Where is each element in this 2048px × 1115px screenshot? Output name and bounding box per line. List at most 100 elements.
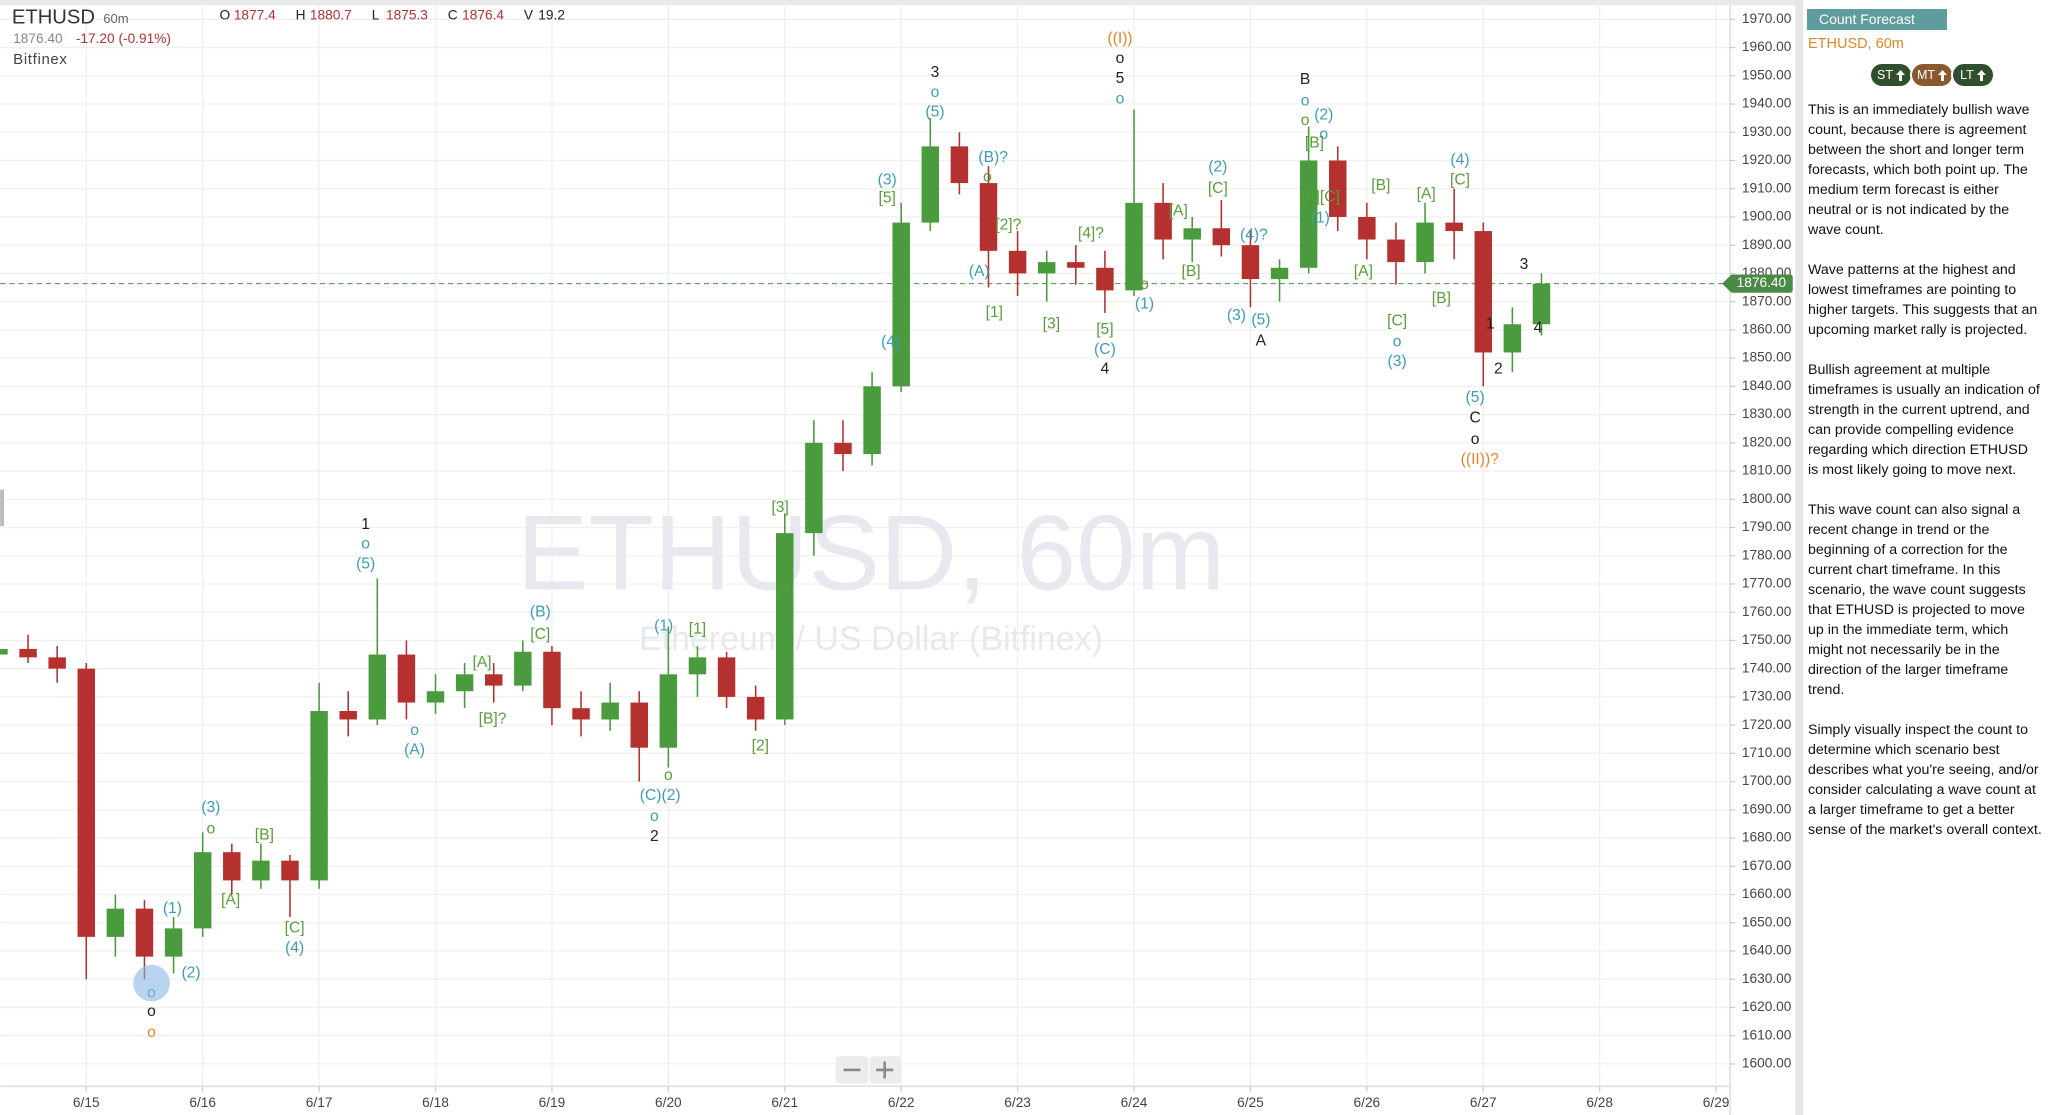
candle-body xyxy=(0,648,8,655)
panel-splitter[interactable] xyxy=(1795,0,1802,1115)
wave-label: [A] xyxy=(1169,202,1188,219)
candle-body xyxy=(193,852,212,929)
x-tick-label: 6/15 xyxy=(73,1095,100,1110)
y-tick-label: 1680.00 xyxy=(1742,830,1792,845)
wave-label: o xyxy=(361,536,370,553)
candle-body xyxy=(514,651,532,686)
interval: 60m xyxy=(103,11,129,26)
wave-label: (1) xyxy=(1311,210,1330,227)
wave-label: ((I)) xyxy=(1107,30,1132,47)
wave-label: (1) xyxy=(1135,296,1154,313)
wave-label: [B] xyxy=(1181,263,1200,280)
wave-label: [1] xyxy=(986,304,1003,321)
candle-body xyxy=(921,146,940,223)
wave-label: [C] xyxy=(530,626,550,643)
wave-label: [A] xyxy=(473,654,492,671)
candle-body xyxy=(1125,202,1143,291)
panel-paragraph: This is an immediately bullish wave coun… xyxy=(1808,102,2030,238)
candle-body xyxy=(1037,262,1056,274)
y-tick-label: 1770.00 xyxy=(1742,576,1792,591)
candle-body xyxy=(863,386,881,455)
ohlcv-key: L xyxy=(372,7,380,22)
candle-body xyxy=(834,442,852,455)
wave-label: o xyxy=(650,808,659,825)
candle-body xyxy=(1183,228,1201,240)
wave-label: (1) xyxy=(654,617,673,634)
candle-body xyxy=(1067,262,1085,268)
y-tick-label: 1630.00 xyxy=(1742,971,1792,986)
candle-body xyxy=(572,708,590,720)
wave-label: ((II))? xyxy=(1461,451,1500,468)
left-handle[interactable] xyxy=(0,489,5,527)
wave-label: [B] xyxy=(1432,290,1451,307)
wave-label: o xyxy=(147,1024,156,1041)
x-tick-label: 6/22 xyxy=(888,1095,915,1110)
candle-body xyxy=(1474,231,1492,353)
wave-label: (3) xyxy=(1388,353,1407,370)
candle-body xyxy=(135,908,154,957)
exchange: Bitfinex xyxy=(13,51,67,68)
y-tick-label: 1890.00 xyxy=(1742,237,1792,252)
wave-label: o xyxy=(1116,90,1125,107)
y-tick-label: 1860.00 xyxy=(1742,322,1792,337)
candle-body xyxy=(950,146,969,184)
x-tick-label: 6/29 xyxy=(1703,1095,1730,1110)
candle-body xyxy=(397,654,416,703)
y-tick-label: 1690.00 xyxy=(1742,801,1792,816)
ohlcv-value: 1875.3 xyxy=(386,7,428,22)
chart: ETHUSD, 60m Ethereum / US Dollar (Bitfin… xyxy=(0,0,1802,1115)
y-tick-label: 1790.00 xyxy=(1742,519,1792,534)
candle-body xyxy=(310,711,328,881)
forecast-panel: Count Forecast ETHUSD, 60m ST MT LT This i… xyxy=(1802,0,2048,1115)
panel-paragraph: This wave count can also signal a recent… xyxy=(1808,502,2026,698)
zoom-out-button[interactable] xyxy=(835,1056,869,1084)
y-tick-label: 1840.00 xyxy=(1742,378,1792,393)
y-tick-label: 1610.00 xyxy=(1742,1027,1792,1042)
wave-label: [B] xyxy=(255,826,274,843)
y-tick-label: 1950.00 xyxy=(1742,67,1792,82)
wave-label: (3) xyxy=(1227,307,1246,324)
wave-label: (A) xyxy=(969,263,990,280)
wave-label: [C] xyxy=(1387,313,1407,330)
candle-body xyxy=(368,654,387,720)
wave-label: o xyxy=(664,767,673,784)
wave-label: [C] xyxy=(1450,171,1470,188)
wave-label: (C) xyxy=(1094,341,1116,358)
x-tick-label: 6/23 xyxy=(1004,1095,1031,1110)
y-tick-label: 1920.00 xyxy=(1742,152,1792,167)
y-tick-label: 1620.00 xyxy=(1742,999,1792,1014)
candle-body xyxy=(1387,239,1405,263)
wave-label: [3] xyxy=(1043,315,1060,332)
x-tick-label: 6/25 xyxy=(1237,1095,1264,1110)
candle-body xyxy=(164,928,183,957)
panel-paragraph: Simply visually inspect the count to det… xyxy=(1808,722,2042,838)
zoom-in-button[interactable] xyxy=(869,1056,901,1084)
wave-label: [A] xyxy=(1354,263,1373,280)
candle-body xyxy=(1416,222,1434,263)
ohlcv-legend: O 1877.4 H 1880.7 L 1875.3 C 1876.4 V 19.2 xyxy=(219,7,564,22)
ohlcv-key: V xyxy=(524,7,534,22)
candle-body xyxy=(281,860,299,881)
plot: o(1)(2)(3)(4)o(5)o(A)(B)(C)(2)o(1)(4)(3)… xyxy=(0,30,1731,1041)
x-tick-label: 6/20 xyxy=(655,1095,682,1110)
wave-label: [C] xyxy=(1208,180,1228,197)
wave-label: (A) xyxy=(404,742,425,759)
candle-body xyxy=(717,657,736,697)
wave-label: (1) xyxy=(163,900,182,917)
wave-label: (C)(2) xyxy=(640,787,681,804)
y-tick-label: 1900.00 xyxy=(1742,209,1792,224)
grid xyxy=(0,5,1731,1087)
ohlcv-value: 1876.4 xyxy=(462,7,504,22)
top-border xyxy=(0,0,1802,6)
wave-label: o xyxy=(206,821,215,838)
candle-body xyxy=(484,674,503,686)
y-tick-label: 1600.00 xyxy=(1742,1056,1792,1071)
up-arrow xyxy=(1976,69,1986,81)
y-tick-label: 1670.00 xyxy=(1742,858,1792,873)
ohlcv-key: H xyxy=(296,7,306,22)
wave-label: [B] xyxy=(1305,135,1324,152)
wave-label: [2] xyxy=(752,737,769,754)
wave-label: [4] xyxy=(777,581,794,598)
candle-body xyxy=(1445,222,1463,232)
